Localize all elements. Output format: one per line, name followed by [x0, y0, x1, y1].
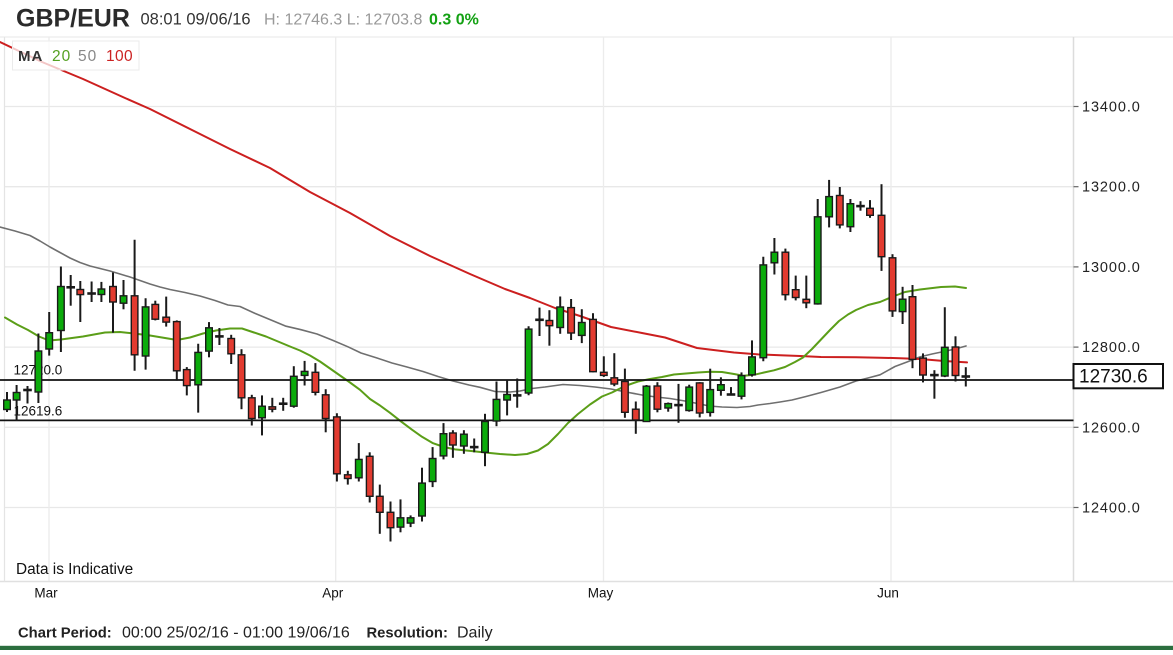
- svg-text:Apr: Apr: [322, 586, 344, 601]
- svg-text:20: 20: [52, 48, 71, 65]
- svg-text:0.3 0%: 0.3 0%: [429, 12, 479, 29]
- svg-text:Jun: Jun: [877, 586, 899, 601]
- svg-text:12600.0: 12600.0: [1082, 420, 1141, 436]
- svg-text:H: 12746.3 L: 12703.8: H: 12746.3 L: 12703.8: [264, 12, 422, 29]
- svg-text:50: 50: [78, 48, 97, 65]
- svg-text:13000.0: 13000.0: [1082, 260, 1141, 276]
- svg-text:100: 100: [106, 48, 133, 65]
- svg-text:12730.6: 12730.6: [1079, 367, 1148, 388]
- svg-text:13400.0: 13400.0: [1082, 100, 1141, 116]
- svg-text:MA: MA: [18, 48, 43, 65]
- svg-text:13200.0: 13200.0: [1082, 180, 1141, 196]
- svg-text:12800.0: 12800.0: [1082, 340, 1141, 356]
- svg-text:12400.0: 12400.0: [1082, 501, 1141, 517]
- svg-text:12619.6: 12619.6: [14, 404, 63, 419]
- svg-text:Mar: Mar: [34, 586, 58, 601]
- svg-text:Chart Period:00:00 25/02/16 -: Chart Period: 00:00 25/02/16 - 01:00 19/0…: [18, 625, 493, 642]
- svg-text:GBP/EUR: GBP/EUR: [16, 5, 130, 33]
- svg-text:08:01 09/06/16: 08:01 09/06/16: [141, 11, 251, 29]
- svg-text:May: May: [588, 586, 614, 601]
- svg-text:Data is Indicative: Data is Indicative: [16, 561, 133, 578]
